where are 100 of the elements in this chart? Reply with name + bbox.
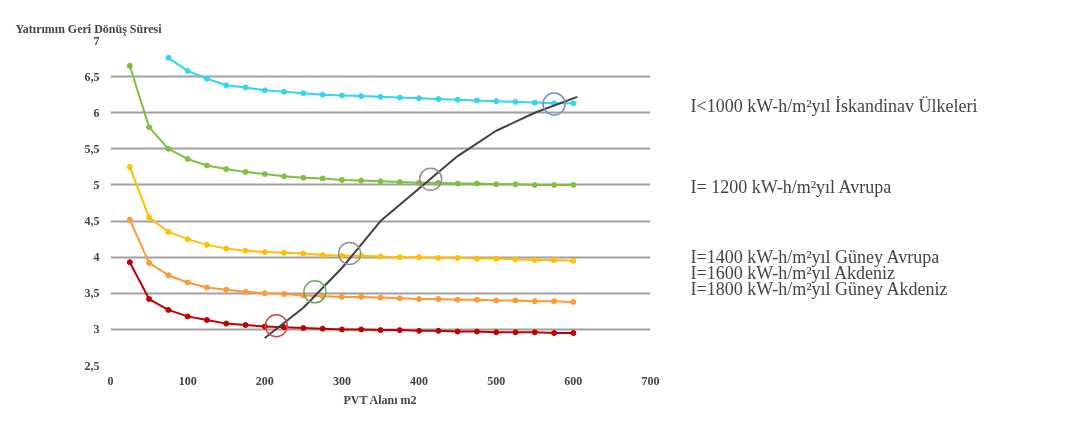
point bbox=[570, 181, 577, 188]
point bbox=[551, 330, 558, 336]
y-tick-label: 2,5 bbox=[84, 358, 100, 373]
point bbox=[146, 296, 153, 303]
point bbox=[377, 253, 384, 260]
point bbox=[303, 280, 327, 304]
point bbox=[454, 180, 461, 187]
point bbox=[454, 296, 461, 303]
point bbox=[454, 96, 461, 103]
point bbox=[261, 171, 268, 178]
point bbox=[338, 326, 345, 333]
point bbox=[165, 145, 172, 152]
point bbox=[551, 298, 558, 305]
point bbox=[454, 328, 461, 335]
point bbox=[203, 284, 210, 291]
point bbox=[184, 313, 191, 320]
point bbox=[570, 100, 577, 107]
point bbox=[435, 327, 442, 334]
point bbox=[570, 330, 577, 336]
point bbox=[435, 96, 442, 102]
x-axis-title: PVT Alanı m2 bbox=[343, 392, 417, 407]
point bbox=[319, 91, 326, 98]
point bbox=[416, 296, 423, 303]
point bbox=[165, 54, 172, 61]
point bbox=[551, 181, 558, 188]
point bbox=[531, 298, 538, 305]
point bbox=[416, 327, 423, 334]
point bbox=[493, 297, 500, 304]
point bbox=[570, 298, 577, 305]
point bbox=[531, 329, 538, 336]
point bbox=[281, 173, 288, 180]
point bbox=[242, 288, 249, 295]
point bbox=[473, 328, 480, 335]
point bbox=[377, 294, 384, 301]
point bbox=[473, 180, 480, 187]
point bbox=[396, 295, 403, 302]
point bbox=[300, 250, 307, 257]
point bbox=[512, 329, 519, 336]
point bbox=[223, 320, 230, 327]
point bbox=[223, 166, 230, 173]
y-tick-label: 3,5 bbox=[84, 286, 100, 301]
point bbox=[184, 67, 191, 74]
point bbox=[319, 175, 326, 182]
point bbox=[512, 181, 519, 188]
point bbox=[531, 181, 538, 188]
point bbox=[261, 249, 268, 256]
point bbox=[126, 163, 133, 170]
y-tick-label: 6 bbox=[93, 105, 100, 120]
point bbox=[126, 259, 133, 266]
text: I<1000 kW-h/m²yıl İskandinav Ülkeleri bbox=[690, 95, 978, 116]
point bbox=[358, 293, 365, 300]
point bbox=[396, 94, 403, 101]
point bbox=[146, 214, 153, 221]
point bbox=[473, 296, 480, 303]
text: I=1400 kW-h/m²yıl Güney Avrupa bbox=[690, 246, 940, 267]
point bbox=[300, 174, 307, 181]
point bbox=[338, 293, 345, 300]
point bbox=[319, 252, 326, 258]
x-tick-label: 100 bbox=[178, 373, 197, 388]
point bbox=[126, 216, 133, 223]
point bbox=[126, 62, 133, 69]
y-tick-label: 6,5 bbox=[84, 69, 100, 84]
point bbox=[146, 259, 153, 266]
point bbox=[223, 82, 230, 89]
point bbox=[338, 176, 345, 183]
point bbox=[281, 88, 288, 95]
point bbox=[223, 245, 230, 252]
point bbox=[396, 254, 403, 261]
point bbox=[570, 257, 577, 264]
text: I= 1200 kW-h/m²yıl Avrupa bbox=[690, 176, 892, 197]
point bbox=[165, 272, 172, 279]
point bbox=[493, 181, 500, 188]
x-tick-label: 300 bbox=[332, 373, 351, 388]
point bbox=[165, 228, 172, 235]
y-axis-title: Yatırımın Geri Dönüş Süresi bbox=[15, 21, 163, 36]
point bbox=[358, 93, 365, 100]
point bbox=[435, 179, 442, 186]
point bbox=[418, 167, 443, 191]
point bbox=[223, 286, 230, 293]
point bbox=[396, 179, 403, 186]
x-tick-label: 0 bbox=[107, 373, 114, 388]
point bbox=[281, 249, 288, 256]
point bbox=[435, 254, 442, 261]
point bbox=[435, 296, 442, 303]
y-tick-label: 4 bbox=[93, 250, 100, 265]
point bbox=[338, 92, 345, 99]
point bbox=[184, 155, 191, 162]
point bbox=[493, 329, 500, 336]
x-tick-label: 600 bbox=[564, 373, 583, 388]
point bbox=[377, 93, 384, 100]
point bbox=[281, 291, 288, 297]
point bbox=[242, 247, 249, 254]
line-series bbox=[263, 95, 579, 340]
point bbox=[300, 324, 307, 331]
point bbox=[338, 252, 345, 259]
point bbox=[531, 99, 538, 106]
point bbox=[358, 326, 365, 333]
point bbox=[337, 241, 362, 266]
point bbox=[473, 255, 480, 262]
point bbox=[146, 124, 153, 131]
